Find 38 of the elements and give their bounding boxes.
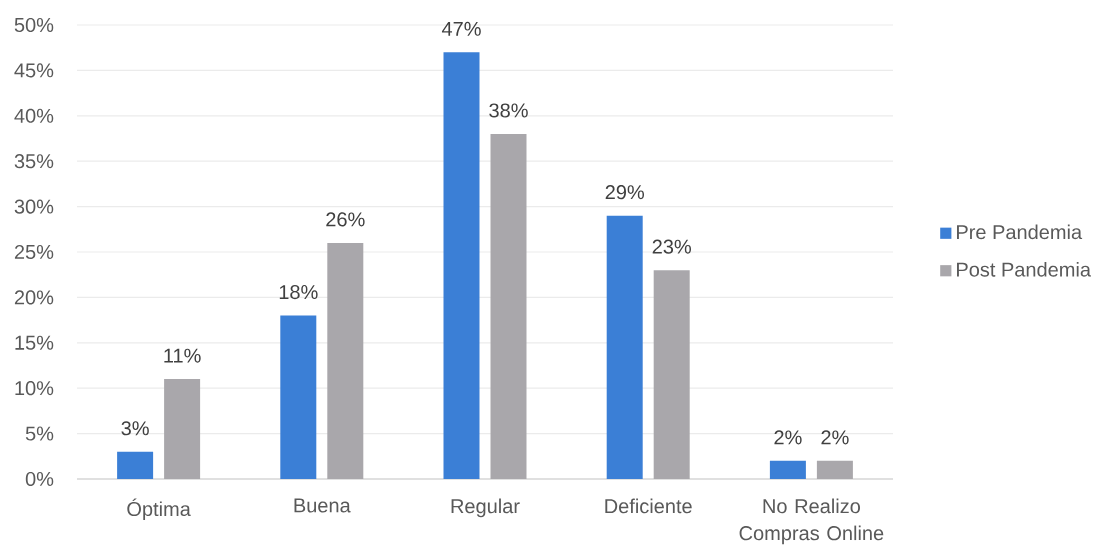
- y-tick-label: 0%: [25, 471, 54, 487]
- data-label: 11%: [164, 348, 201, 363]
- x-tick-label: Buena: [294, 498, 351, 513]
- y-tick-label: 40%: [14, 108, 54, 123]
- y-tick-label: 5%: [25, 426, 54, 441]
- legend-label: Pre Pandemia: [957, 224, 1083, 240]
- data-label: 3%: [121, 421, 149, 436]
- y-tick-label: 35%: [14, 154, 54, 169]
- y-tick-label: 30%: [14, 199, 54, 214]
- data-label: 2%: [821, 430, 849, 445]
- data-label: 23%: [652, 239, 692, 254]
- bar: [653, 270, 690, 479]
- bar: [769, 460, 806, 479]
- data-label: 18%: [279, 285, 318, 300]
- bar: [164, 379, 201, 479]
- y-tick-label: 10%: [15, 381, 54, 396]
- bar: [816, 460, 853, 479]
- x-tick-label: Deficiente: [605, 498, 692, 514]
- bar: [443, 52, 480, 479]
- bar: [490, 133, 527, 479]
- data-label: 29%: [605, 185, 645, 200]
- y-tick-label: 20%: [14, 290, 54, 305]
- y-tick-label: 45%: [14, 63, 54, 78]
- x-tick-label: Regular: [451, 498, 520, 518]
- bar: [327, 242, 364, 479]
- bar: [280, 315, 317, 479]
- data-label: 47%: [441, 21, 481, 36]
- bar: [117, 451, 154, 479]
- data-label: 26%: [326, 212, 365, 227]
- bar: [606, 215, 643, 479]
- y-tick-label: 25%: [14, 244, 54, 260]
- y-tick-label: 15%: [15, 335, 54, 350]
- data-label: 2%: [774, 430, 802, 445]
- x-tick-label: No Realizo Compras Online: [739, 498, 884, 545]
- x-tick-label: Óptima: [127, 498, 191, 521]
- y-tick-label: 50%: [14, 17, 54, 33]
- legend-label: Post Pandemia: [957, 261, 1091, 277]
- data-label: 38%: [489, 103, 528, 118]
